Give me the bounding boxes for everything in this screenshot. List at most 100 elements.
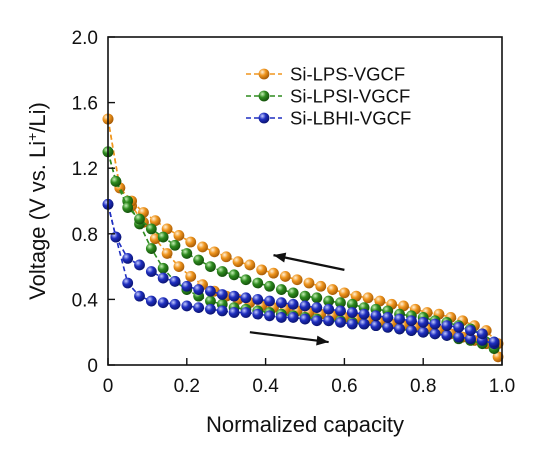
- charge-point: [488, 336, 500, 348]
- charge-point: [339, 287, 350, 299]
- charge-point: [157, 272, 169, 284]
- charge-point: [335, 305, 346, 317]
- charge-point: [370, 310, 382, 322]
- legend-item-si-lps-vgcf: Si-LPS-VGCF: [246, 64, 405, 85]
- discharge-point: [145, 243, 157, 254]
- charge-point: [220, 251, 232, 263]
- charge-point: [205, 261, 216, 272]
- discharge-point: [205, 295, 216, 307]
- charge-point: [291, 274, 303, 286]
- x-tick-label: 1.0: [489, 376, 515, 397]
- charge-point: [149, 215, 161, 227]
- discharge-point: [394, 323, 405, 335]
- discharge-curve: [107, 151, 495, 350]
- x-tick-label: 0: [103, 376, 114, 397]
- discharge-point: [311, 315, 323, 327]
- discharge-point: [173, 261, 185, 272]
- discharge-point: [216, 305, 228, 317]
- discharge-point: [228, 307, 240, 318]
- charge-point: [374, 295, 386, 307]
- annotation-layer: [249, 252, 345, 346]
- charge-point: [398, 300, 409, 312]
- discharge-point: [181, 300, 193, 312]
- charge-point: [275, 284, 287, 295]
- charge-point: [181, 248, 193, 259]
- charge-point: [193, 254, 205, 266]
- charge-point: [362, 292, 374, 304]
- legend-marker: [258, 68, 270, 80]
- charge-point: [327, 284, 338, 295]
- discharge-point: [323, 315, 335, 327]
- charge-point: [465, 325, 476, 336]
- charge-point: [134, 259, 145, 271]
- charge-point: [429, 318, 441, 330]
- discharge-point: [335, 316, 346, 328]
- charge-point: [145, 223, 157, 235]
- discharge-point: [264, 310, 275, 322]
- charge-point: [417, 316, 429, 328]
- x-tick-label: 0.4: [252, 376, 279, 397]
- series-layer: [102, 113, 504, 363]
- discharge-point: [492, 351, 504, 363]
- discharge-point: [169, 298, 181, 310]
- charge-point: [208, 246, 220, 258]
- legend-marker: [258, 90, 270, 102]
- charge-point: [315, 280, 327, 292]
- y-axis-title-superscript: +: [24, 133, 40, 141]
- charge-point: [193, 284, 205, 295]
- discharge-point: [193, 302, 205, 313]
- y-tick-label: 0: [87, 356, 98, 377]
- charge-point: [335, 297, 346, 309]
- charge-point: [228, 269, 240, 281]
- charge-point: [476, 328, 488, 340]
- discharge-point: [441, 330, 453, 341]
- y-tick-label: 0.4: [72, 290, 99, 311]
- charge-point: [216, 266, 228, 277]
- x-axis-title: Normalized capacity: [206, 412, 404, 437]
- discharge-point: [252, 308, 264, 320]
- charge-point: [185, 236, 197, 248]
- legend-item-si-lbhi-vgcf: Si-LBHI-VGCF: [246, 108, 411, 129]
- charge-point: [346, 298, 358, 310]
- legend-label: Si-LBHI-VGCF: [290, 108, 411, 129]
- charge-point: [157, 231, 169, 243]
- charge-point: [110, 175, 122, 187]
- charge-point: [205, 285, 216, 297]
- charge-point: [303, 277, 315, 289]
- discharge-point: [465, 333, 476, 345]
- discharge-curve: [107, 204, 495, 345]
- charge-direction-arrow: [273, 252, 345, 271]
- x-tick-label: 0.8: [410, 376, 436, 397]
- charge-curve: [107, 204, 495, 343]
- discharge-point: [157, 297, 169, 309]
- charge-point: [256, 264, 268, 276]
- charge-point: [323, 295, 335, 307]
- charge-point: [252, 277, 264, 289]
- charge-point: [264, 280, 275, 292]
- discharge-point: [161, 248, 173, 259]
- charge-point: [382, 312, 394, 323]
- charge-point: [350, 290, 362, 302]
- charge-point: [145, 266, 157, 277]
- discharge-point: [185, 271, 197, 282]
- charge-point: [346, 307, 358, 318]
- charge-point: [122, 253, 134, 264]
- y-tick-label: 2.0: [72, 28, 98, 49]
- charge-point: [228, 290, 240, 302]
- discharge-point: [417, 326, 429, 338]
- charge-point: [311, 302, 323, 313]
- y-axis-title-main: Voltage (V vs. Li: [25, 141, 50, 300]
- discharge-direction-arrow: [249, 331, 329, 346]
- charge-point: [169, 239, 181, 251]
- charge-point: [268, 267, 279, 279]
- charge-point: [405, 315, 417, 327]
- discharge-point: [299, 313, 311, 325]
- charge-point: [323, 303, 335, 315]
- charge-point: [453, 321, 465, 333]
- charge-point: [299, 300, 311, 312]
- x-tick-label: 0.2: [174, 376, 200, 397]
- charge-point: [441, 320, 453, 332]
- y-tick-label: 1.2: [72, 159, 98, 180]
- discharge-point: [346, 318, 358, 330]
- charge-point: [299, 290, 311, 302]
